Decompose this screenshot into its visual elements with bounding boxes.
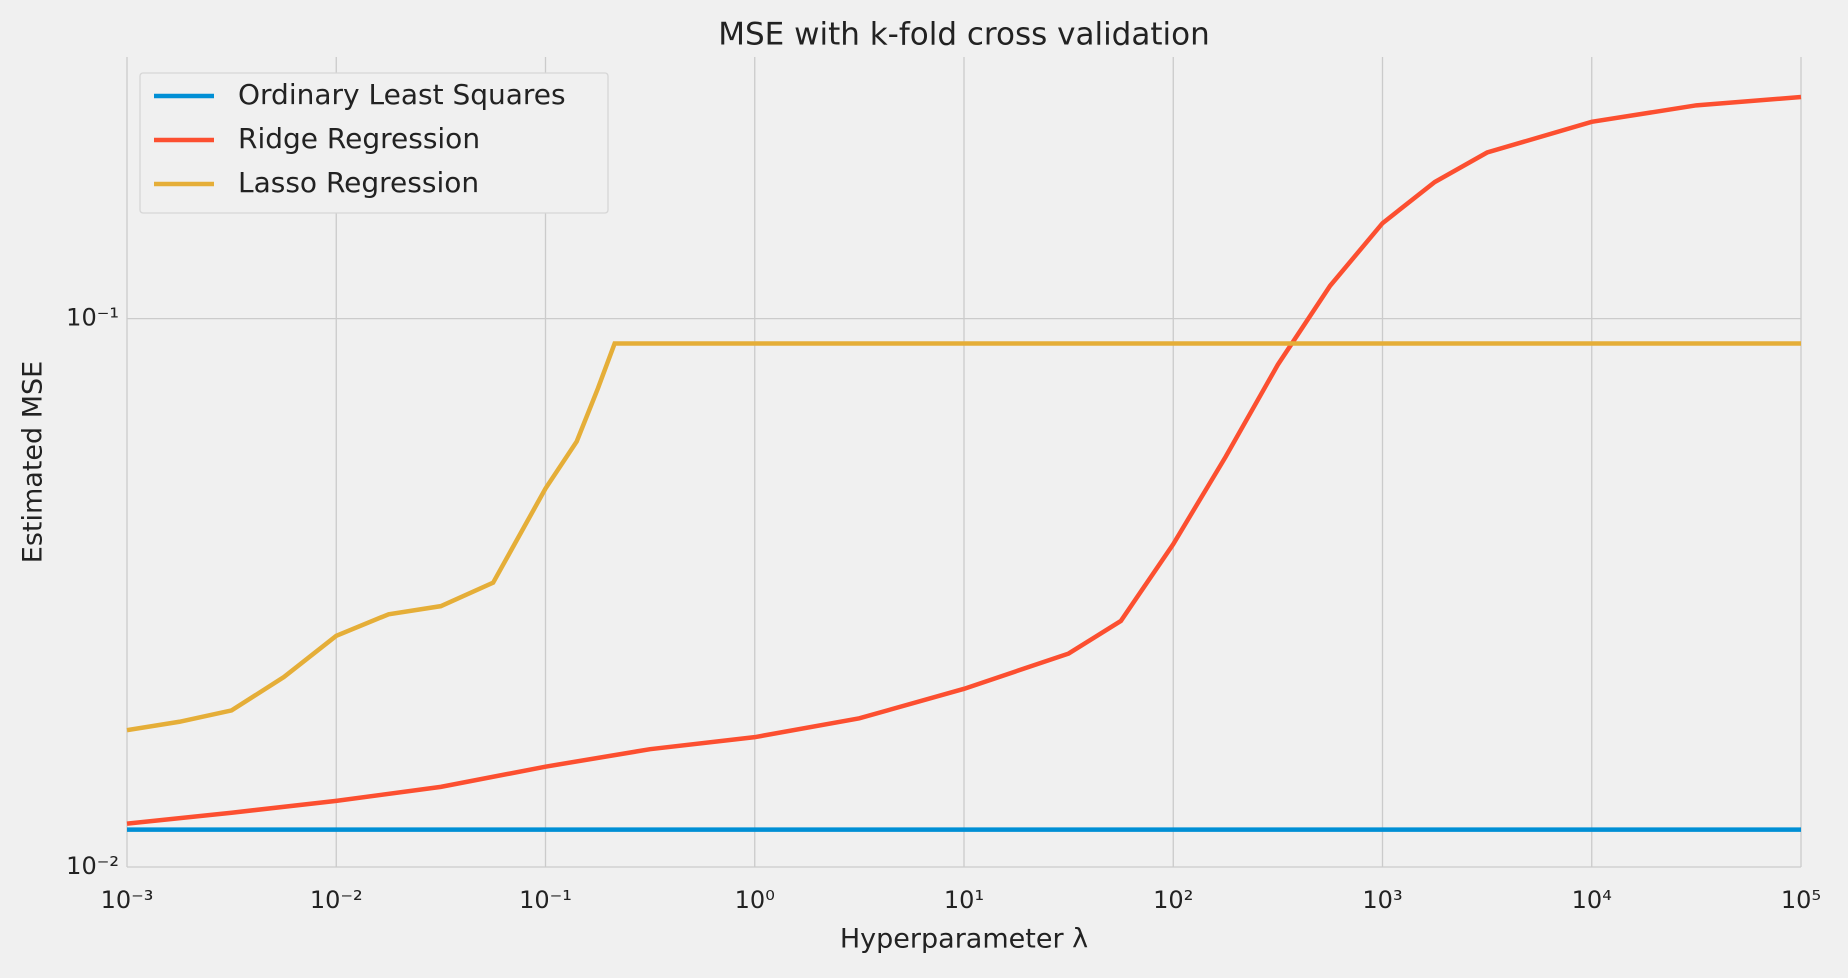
x-tick-label: 10⁻¹ <box>519 886 572 914</box>
y-tick-label: 10⁻¹ <box>66 304 119 332</box>
legend-label: Ordinary Least Squares <box>238 78 566 111</box>
x-tick-label: 10⁵ <box>1781 886 1821 914</box>
y-tick-label: 10⁻² <box>66 852 119 880</box>
x-tick-label: 10³ <box>1362 886 1402 914</box>
chart-title: MSE with k-fold cross validation <box>718 17 1210 53</box>
legend-label: Ridge Regression <box>238 122 480 155</box>
x-tick-label: 10⁴ <box>1572 886 1612 914</box>
legend-label: Lasso Regression <box>238 166 479 199</box>
x-tick-label: 10⁻³ <box>101 886 154 914</box>
x-tick-label: 10⁻² <box>310 886 363 914</box>
legend-box <box>139 72 609 214</box>
x-tick-label: 10¹ <box>944 886 984 914</box>
line-series <box>126 341 1801 733</box>
y-axis-label: Estimated MSE <box>18 361 49 563</box>
line-series <box>126 94 1802 826</box>
x-axis-label: Hyperparameter λ <box>840 924 1088 955</box>
x-tick-label: 10² <box>1153 886 1193 914</box>
x-tick-label: 10⁰ <box>735 886 775 914</box>
